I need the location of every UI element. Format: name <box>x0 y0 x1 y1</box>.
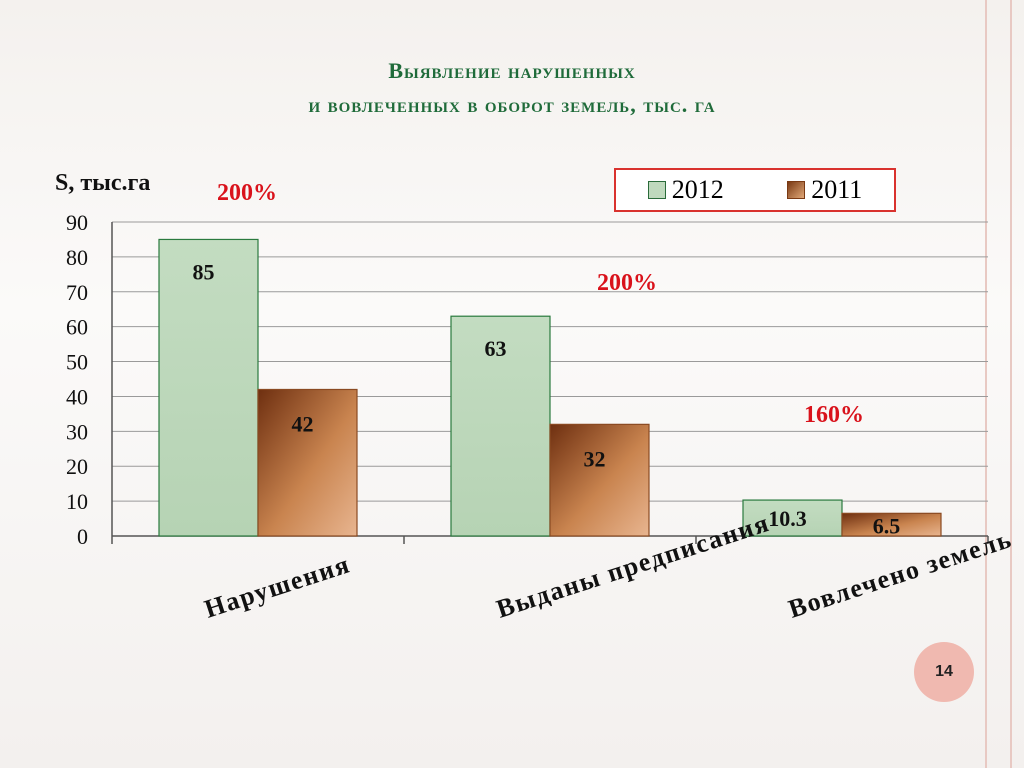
y-tick-label: 20 <box>66 454 88 479</box>
slide-title-line1: Выявление нарушенных <box>388 58 636 83</box>
growth-annotation: 200% <box>597 270 657 296</box>
data-label: 42 <box>292 411 314 436</box>
y-tick-label: 10 <box>66 489 88 514</box>
bar-2011-1 <box>257 388 358 537</box>
y-tick-label: 90 <box>66 210 88 235</box>
data-label: 32 <box>584 446 606 471</box>
y-axis-title: S, тыс.га <box>55 170 150 196</box>
legend-label-2011: 2011 <box>811 175 863 204</box>
bar-2012-1 <box>158 238 259 537</box>
legend-label-2012: 2012 <box>671 175 724 204</box>
x-category-label: Нарушения <box>201 549 354 623</box>
bar-2012-3 <box>742 499 843 537</box>
legend-swatch-2011 <box>787 181 806 199</box>
growth-annotation: 160% <box>804 402 864 428</box>
growth-annotation: 200% <box>217 180 277 206</box>
frame-line-right <box>1010 0 1012 768</box>
data-label: 6.5 <box>873 513 901 538</box>
data-label: 10.3 <box>768 506 807 531</box>
y-tick-label: 70 <box>66 280 88 305</box>
data-label: 85 <box>193 259 215 284</box>
legend-item-2012: 2012 <box>647 175 724 205</box>
y-tick-label: 60 <box>66 315 88 340</box>
bar-2012-2 <box>450 315 551 537</box>
y-tick-label: 80 <box>66 245 88 270</box>
page-number-badge: 14 <box>914 642 974 702</box>
y-tick-label: 30 <box>66 419 88 444</box>
legend-item-2011: 2011 <box>787 175 862 205</box>
y-tick-label: 40 <box>66 384 88 409</box>
y-tick-label: 50 <box>66 350 88 375</box>
x-category-label: Вовлечено земель <box>785 524 1016 624</box>
bar-2011-2 <box>549 423 650 537</box>
legend-swatch-2012 <box>647 181 666 199</box>
chart-legend: 2012 2011 <box>614 168 896 212</box>
bar-2011-3 <box>841 512 942 537</box>
frame-line-left <box>985 0 987 768</box>
data-label: 63 <box>485 336 507 361</box>
slide-title-line2: и вовлеченных в оборот земель, тыс. га <box>308 92 716 117</box>
y-tick-label: 0 <box>77 524 88 549</box>
